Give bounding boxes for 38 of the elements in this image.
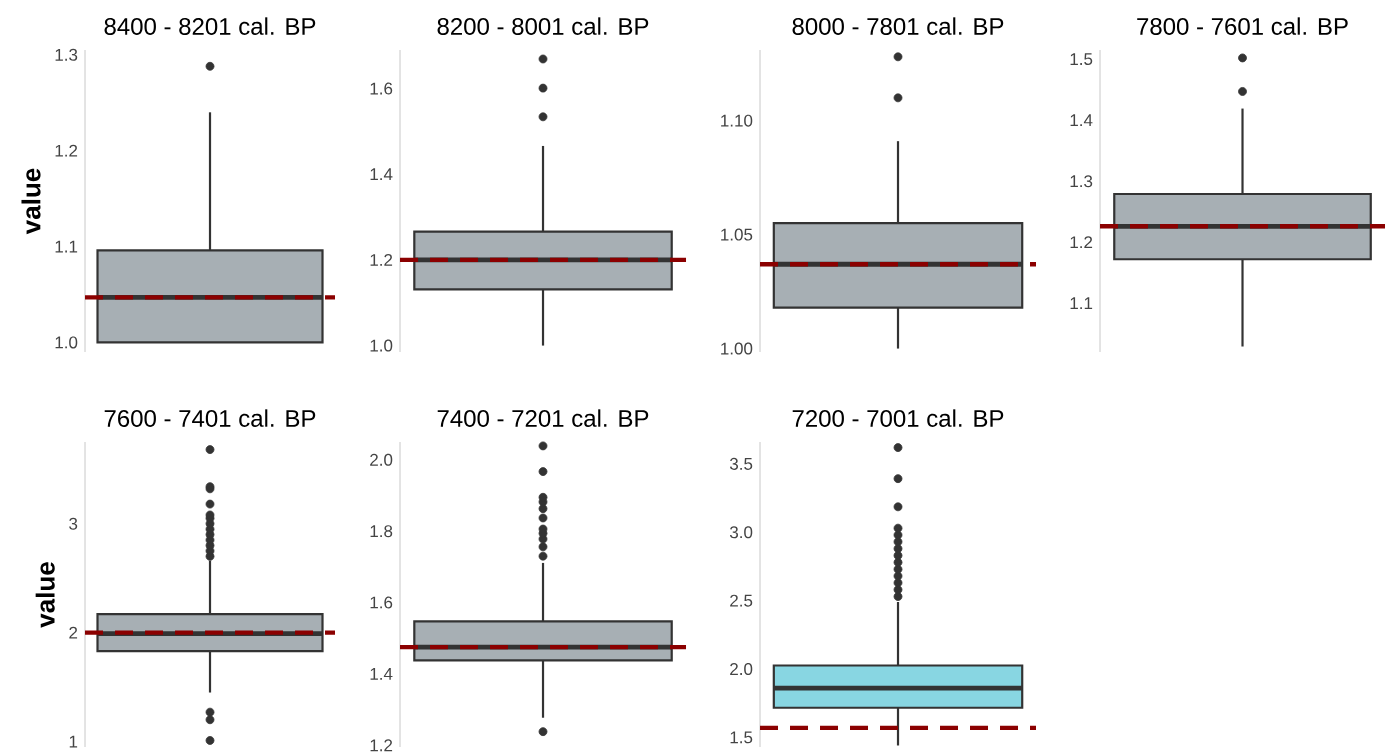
y-tick-label: 1.5 bbox=[730, 731, 753, 744]
y-tick-label: 3.5 bbox=[729, 457, 753, 470]
y-tick-label: 2 bbox=[69, 626, 78, 639]
y-tick-label: 1.1 bbox=[1070, 297, 1093, 310]
y-tick-label: 1.2 bbox=[1070, 236, 1093, 249]
y-tick-label: 1.2 bbox=[370, 253, 393, 266]
y-tick-label: 1.5 bbox=[1070, 53, 1093, 66]
y-axis-title: value bbox=[21, 168, 41, 235]
y-tick-label: 1.3 bbox=[55, 48, 78, 61]
y-tick-label: 1.10 bbox=[721, 114, 753, 127]
y-tick-label: 3.0 bbox=[729, 526, 753, 539]
chart-title: 7400 - 7201 cal. BP bbox=[437, 409, 649, 427]
y-tick-label: 1.6 bbox=[370, 82, 393, 95]
y-axis-title: value bbox=[35, 562, 55, 628]
y-tick-label: 1.1 bbox=[55, 240, 78, 253]
y-tick-label: 1.4 bbox=[370, 168, 393, 181]
y-tick-label: 2.0 bbox=[730, 663, 753, 676]
y-tick-label: 1.4 bbox=[370, 668, 393, 680]
y-tick-label: 1 bbox=[69, 735, 78, 748]
y-tick-label: 1.05 bbox=[721, 228, 753, 241]
y-tick-label: 1.3 bbox=[1070, 175, 1093, 188]
y-tick-label: 1.6 bbox=[370, 596, 393, 609]
chart-title: 7600 - 7401 cal. BP bbox=[104, 409, 316, 427]
y-tick-label: 1.0 bbox=[55, 336, 78, 349]
y-tick-label: 1.00 bbox=[721, 342, 753, 355]
y-tick-label: 1.4 bbox=[1070, 114, 1093, 126]
chart-title: 8400 - 8201 cal. BP bbox=[104, 17, 316, 35]
y-tick-label: 2.0 bbox=[370, 453, 393, 466]
y-tick-label: 1.8 bbox=[370, 525, 393, 538]
y-tick-label: 3 bbox=[69, 517, 78, 530]
chart-title: 8200 - 8001 cal. BP bbox=[437, 17, 649, 35]
chart-title: 7200 - 7001 cal. BP bbox=[792, 409, 1004, 427]
chart-title: 8000 - 7801 cal. BP bbox=[792, 17, 1004, 35]
chart-title: 7800 - 7601 cal. BP bbox=[1137, 17, 1348, 35]
y-tick-label: 1.2 bbox=[370, 739, 393, 752]
y-tick-label: 1.0 bbox=[370, 339, 393, 352]
y-tick-label: 2.5 bbox=[730, 594, 753, 607]
y-tick-label: 1.2 bbox=[55, 144, 78, 157]
